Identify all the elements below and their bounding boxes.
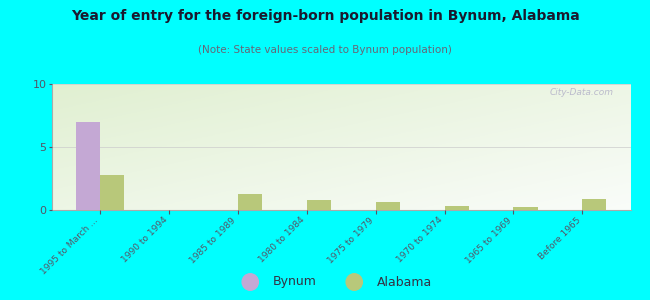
Bar [238,194,262,210]
Text: (Note: State values scaled to Bynum population): (Note: State values scaled to Bynum popu… [198,45,452,55]
Bar [307,200,331,210]
Bar [514,208,538,210]
Bar [76,122,100,210]
Bar [376,202,400,210]
Text: Bynum: Bynum [273,275,317,289]
Bar [445,206,469,210]
Text: City-Data.com: City-Data.com [549,88,613,97]
Text: Alabama: Alabama [377,275,432,289]
Text: Year of entry for the foreign-born population in Bynum, Alabama: Year of entry for the foreign-born popul… [71,9,579,23]
Bar [582,199,606,210]
Bar [100,175,124,210]
